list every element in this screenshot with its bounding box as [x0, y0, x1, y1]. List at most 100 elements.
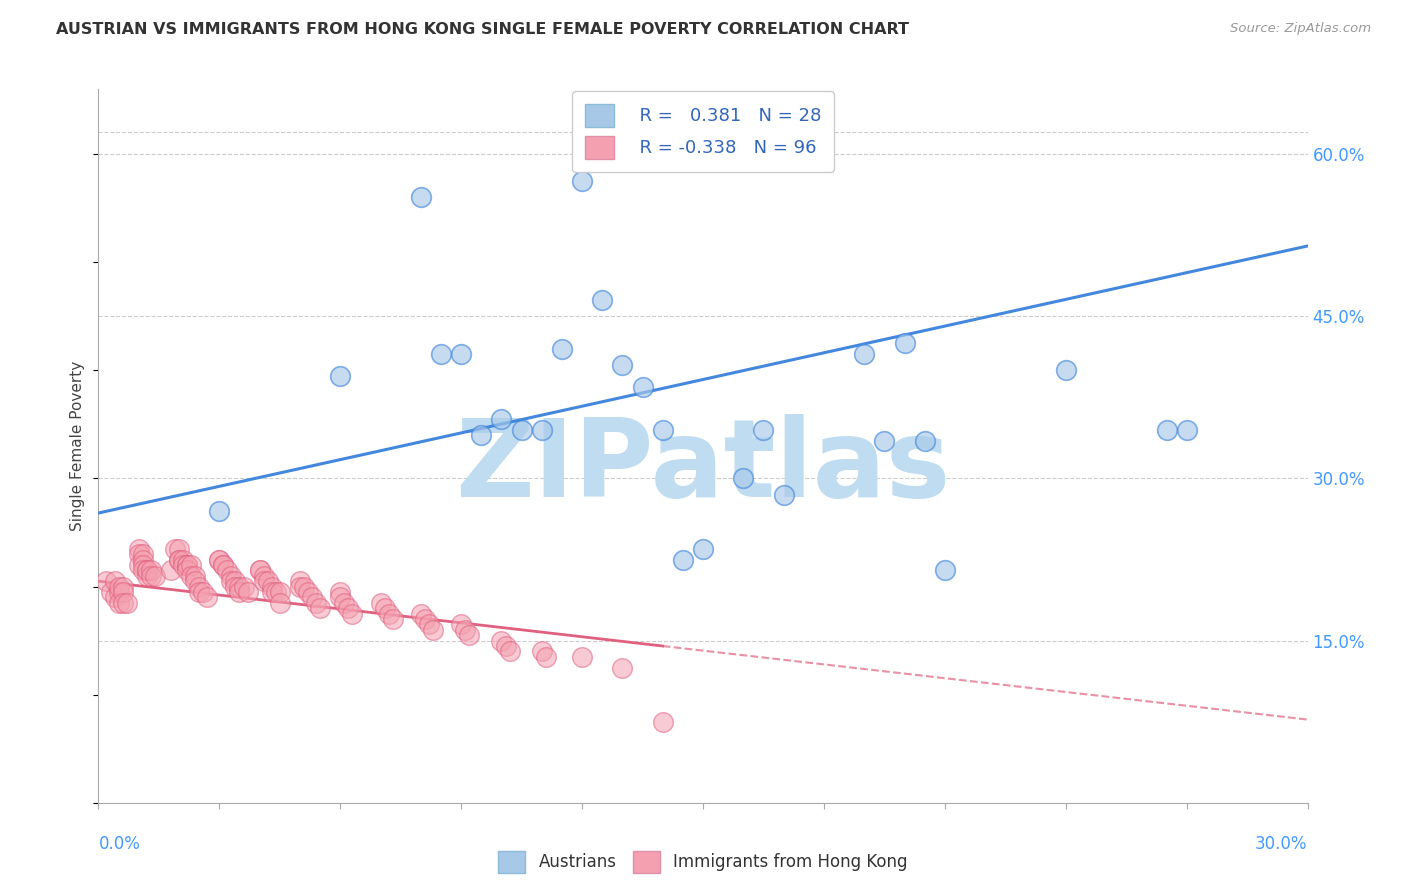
Point [422, 623, 444, 637]
Point [135, 568, 157, 582]
Point [212, 558, 235, 572]
Point [132, 552, 155, 566]
Point [132, 547, 155, 561]
Point [530, 644, 553, 658]
Point [107, 585, 129, 599]
Text: 0.0%: 0.0% [98, 835, 141, 853]
Point [228, 585, 250, 599]
Point [188, 585, 211, 599]
Point [333, 596, 356, 610]
Point [208, 552, 231, 566]
Point [612, 660, 634, 674]
Point [208, 504, 231, 518]
Point [128, 547, 150, 561]
Point [217, 563, 239, 577]
Point [458, 628, 481, 642]
Point [139, 568, 162, 582]
Point [176, 558, 198, 572]
Point [413, 612, 436, 626]
Point [264, 585, 287, 599]
Point [498, 644, 520, 658]
Point [381, 612, 404, 626]
Point [172, 558, 194, 572]
Text: 30.0%: 30.0% [1256, 835, 1308, 853]
Point [288, 574, 311, 589]
Point [450, 347, 472, 361]
Point [692, 541, 714, 556]
Point [551, 342, 574, 356]
Point [111, 596, 134, 610]
Point [132, 558, 155, 572]
Point [309, 601, 332, 615]
Point [337, 601, 360, 615]
Point [107, 580, 129, 594]
Point [172, 552, 194, 566]
Point [103, 574, 125, 589]
Point [111, 585, 134, 599]
Point [96, 574, 118, 589]
Point [752, 423, 775, 437]
Point [288, 580, 311, 594]
Text: ZIPatlas: ZIPatlas [456, 415, 950, 520]
Legend: Austrians, Immigrants from Hong Kong: Austrians, Immigrants from Hong Kong [492, 845, 914, 880]
Point [651, 423, 673, 437]
Point [103, 591, 125, 605]
Point [374, 601, 396, 615]
Point [135, 563, 157, 577]
Point [631, 379, 654, 393]
Point [249, 563, 271, 577]
Point [224, 580, 246, 594]
Text: AUSTRIAN VS IMMIGRANTS FROM HONG KONG SINGLE FEMALE POVERTY CORRELATION CHART: AUSTRIAN VS IMMIGRANTS FROM HONG KONG SI… [56, 22, 910, 37]
Point [167, 552, 190, 566]
Point [329, 368, 352, 383]
Point [450, 617, 472, 632]
Point [571, 174, 593, 188]
Point [236, 585, 259, 599]
Text: Source: ZipAtlas.com: Source: ZipAtlas.com [1230, 22, 1371, 36]
Point [253, 568, 276, 582]
Point [260, 585, 283, 599]
Point [934, 563, 956, 577]
Point [180, 568, 202, 582]
Point [167, 552, 190, 566]
Point [914, 434, 936, 448]
Point [409, 607, 432, 621]
Point [160, 563, 183, 577]
Point [329, 591, 352, 605]
Point [115, 596, 138, 610]
Point [430, 347, 453, 361]
Point [612, 358, 634, 372]
Point [530, 423, 553, 437]
Point [167, 541, 190, 556]
Point [232, 580, 254, 594]
Point [224, 574, 246, 589]
Point [176, 563, 198, 577]
Point [651, 714, 673, 729]
Point [571, 649, 593, 664]
Point [128, 558, 150, 572]
Point [672, 552, 695, 566]
Point [208, 552, 231, 566]
Point [893, 336, 915, 351]
Point [495, 639, 517, 653]
Point [329, 585, 352, 599]
Point [301, 591, 323, 605]
Point [510, 423, 533, 437]
Point [269, 585, 291, 599]
Point [184, 574, 207, 589]
Point [135, 563, 157, 577]
Point [212, 558, 235, 572]
Point [107, 596, 129, 610]
Point [342, 607, 364, 621]
Point [132, 563, 155, 577]
Point [292, 580, 315, 594]
Point [269, 596, 291, 610]
Point [228, 580, 250, 594]
Point [853, 347, 876, 361]
Point [297, 585, 319, 599]
Point [143, 568, 166, 582]
Point [377, 607, 399, 621]
Point [221, 574, 243, 589]
Point [491, 412, 513, 426]
Point [418, 617, 440, 632]
